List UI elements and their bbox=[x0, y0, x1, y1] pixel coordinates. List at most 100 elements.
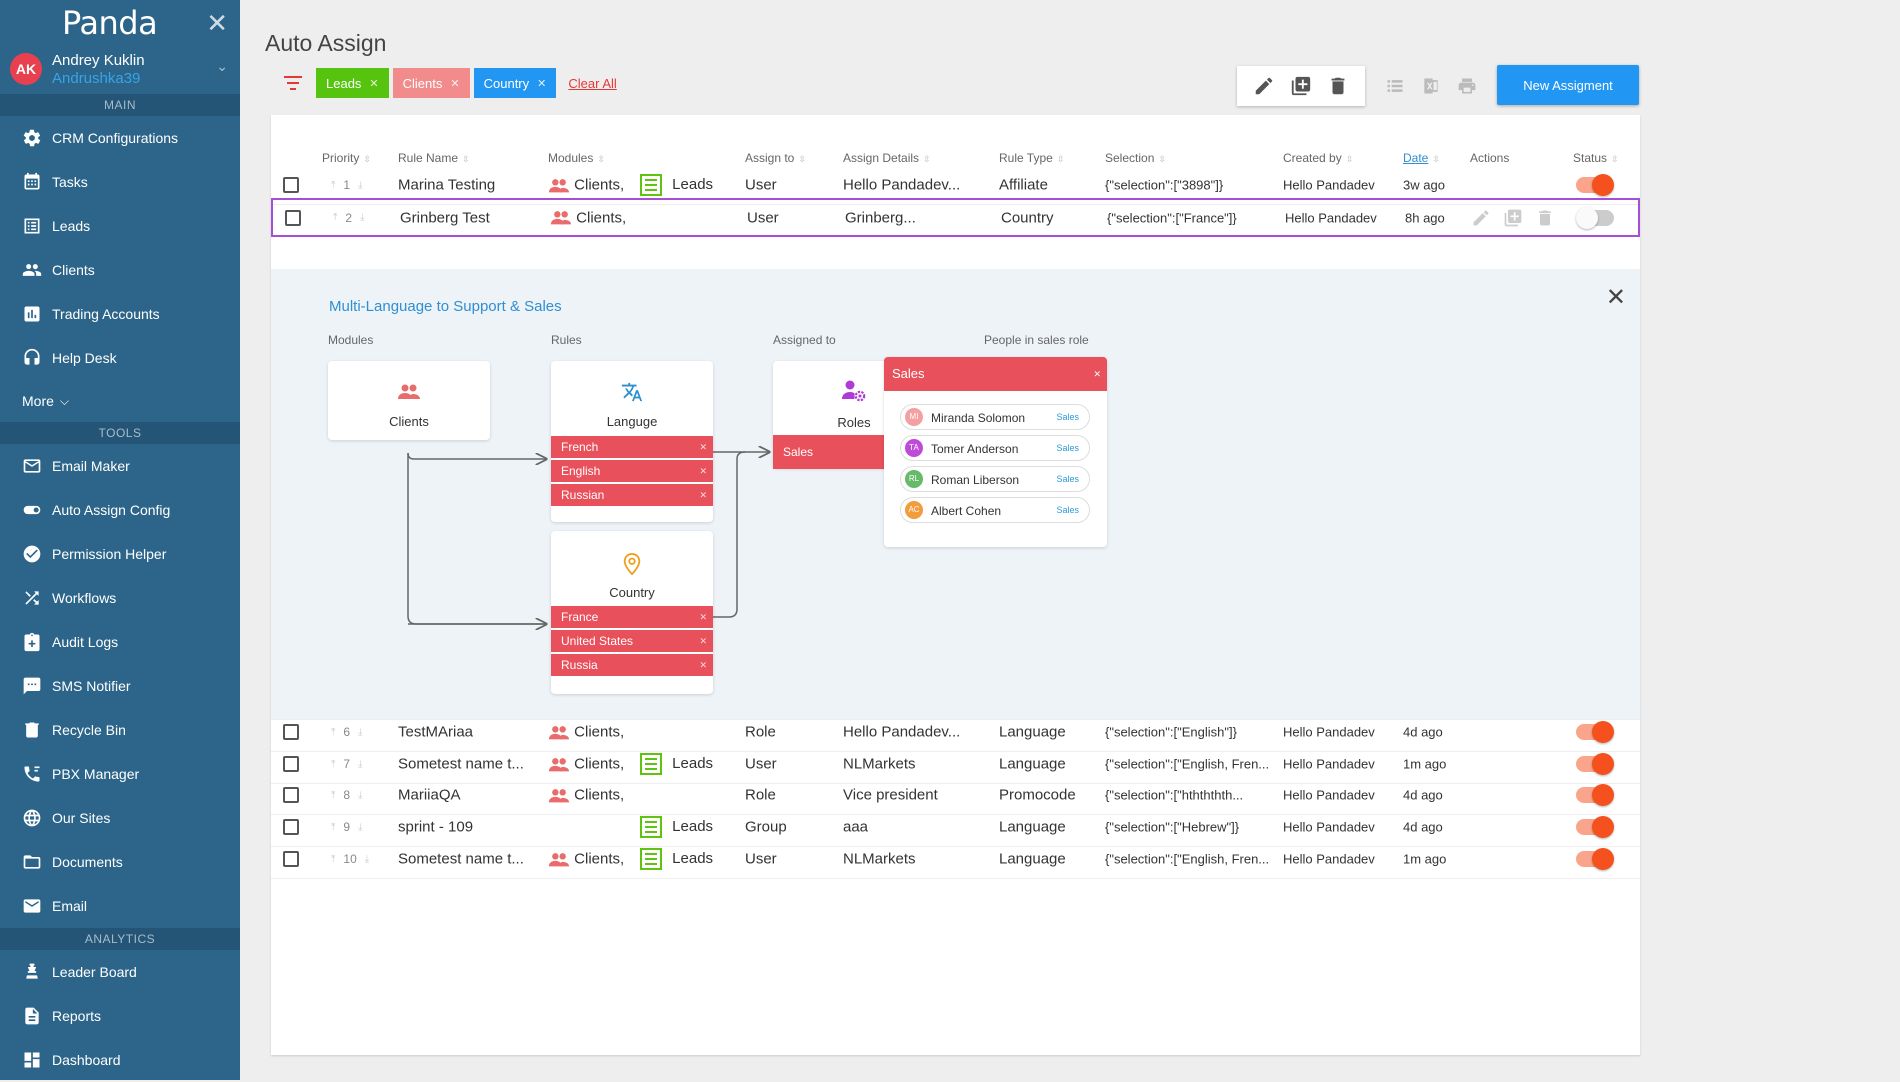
sales-person[interactable]: RL Roman Liberson Sales bbox=[900, 466, 1090, 492]
remove-icon[interactable]: ✕ bbox=[537, 77, 547, 90]
header-status[interactable]: Status ⇳ bbox=[1573, 151, 1619, 165]
print-icon[interactable] bbox=[1457, 76, 1477, 96]
sidebar-item-our-sites[interactable]: Our Sites bbox=[0, 796, 240, 840]
table-row[interactable]: ⤒ 7 ⤓ Sometest name t... Clients, Leads User… bbox=[271, 745, 1640, 784]
filter-chip-country[interactable]: Country ✕ bbox=[473, 68, 557, 98]
remove-icon[interactable]: ✕ bbox=[699, 636, 707, 646]
sidebar-item-trading-accounts[interactable]: Trading Accounts bbox=[0, 292, 240, 336]
header-assign-details[interactable]: Assign Details ⇳ bbox=[843, 151, 931, 165]
move-down-icon[interactable]: ⤓ bbox=[358, 179, 363, 191]
sidebar-item-audit-logs[interactable]: Audit Logs bbox=[0, 620, 240, 664]
header-created-by[interactable]: Created by ⇳ bbox=[1283, 151, 1354, 165]
filter-chip-clients[interactable]: Clients ✕ bbox=[392, 68, 470, 98]
sidebar-item-help-desk[interactable]: Help Desk bbox=[0, 336, 240, 380]
status-toggle[interactable] bbox=[1576, 816, 1614, 838]
header-assign-to[interactable]: Assign to ⇳ bbox=[745, 151, 806, 165]
row-checkbox[interactable] bbox=[283, 756, 299, 772]
sidebar-item-workflows[interactable]: Workflows bbox=[0, 576, 240, 620]
remove-icon[interactable]: ✕ bbox=[699, 490, 707, 500]
move-up-icon[interactable]: ⤒ bbox=[331, 789, 336, 801]
move-down-icon[interactable]: ⤓ bbox=[358, 789, 363, 801]
row-checkbox[interactable] bbox=[283, 177, 299, 193]
sidebar-item-dashboard[interactable]: Dashboard bbox=[0, 1038, 240, 1082]
sidebar-item-permission-helper[interactable]: Permission Helper bbox=[0, 532, 240, 576]
row-checkbox[interactable] bbox=[283, 724, 299, 740]
row-checkbox[interactable] bbox=[285, 209, 301, 226]
table-row[interactable]: ⤒ 8 ⤓ MariiaQA Clients, Role Vice president Pr… bbox=[271, 776, 1640, 815]
sidebar-item-leader-board[interactable]: Leader Board bbox=[0, 950, 240, 994]
sales-person[interactable]: MI Miranda Solomon Sales bbox=[900, 404, 1090, 430]
remove-icon[interactable]: ✕ bbox=[699, 660, 707, 670]
remove-icon[interactable]: ✕ bbox=[699, 442, 707, 452]
remove-icon[interactable]: ✕ bbox=[369, 77, 379, 90]
move-down-icon[interactable]: ⤓ bbox=[364, 853, 370, 865]
sidebar-item-tasks[interactable]: Tasks bbox=[0, 160, 240, 204]
move-down-icon[interactable]: ⤓ bbox=[358, 821, 363, 833]
move-up-icon[interactable]: ⤒ bbox=[333, 212, 338, 223]
rule-box-country[interactable]: Country France ✕ United States ✕ Russia ✕ bbox=[551, 531, 713, 694]
header-modules[interactable]: Modules ⇳ bbox=[548, 151, 605, 165]
excel-icon[interactable] bbox=[1421, 76, 1441, 96]
sidebar-item-recycle-bin[interactable]: Recycle Bin bbox=[0, 708, 240, 752]
move-down-icon[interactable]: ⤓ bbox=[358, 726, 363, 738]
delete-icon[interactable] bbox=[1535, 208, 1555, 228]
remove-icon[interactable]: ✕ bbox=[699, 612, 707, 622]
table-row[interactable]: ⤒ 6 ⤓ TestMAriaa Clients, Role Hello Pandadev… bbox=[271, 713, 1640, 752]
row-checkbox[interactable] bbox=[283, 851, 299, 867]
edit-icon[interactable] bbox=[1471, 208, 1491, 228]
sales-person[interactable]: AC Albert Cohen Sales bbox=[900, 497, 1090, 523]
close-icon[interactable]: ✕ bbox=[1605, 284, 1626, 311]
rule-tag[interactable]: United States ✕ bbox=[551, 630, 713, 652]
filter-chip-leads[interactable]: Leads ✕ bbox=[316, 68, 389, 98]
sidebar-item-crm-configurations[interactable]: CRM Configurations bbox=[0, 116, 240, 160]
remove-icon[interactable]: ✕ bbox=[1093, 369, 1101, 379]
clear-all-link[interactable]: Clear All bbox=[568, 75, 617, 91]
header-date[interactable]: Date ⇳ bbox=[1403, 151, 1440, 165]
list-view-icon[interactable] bbox=[1385, 76, 1405, 96]
sidebar-item-email-maker[interactable]: Email Maker bbox=[0, 444, 240, 488]
status-toggle[interactable] bbox=[1576, 721, 1614, 743]
rule-tag[interactable]: Russian ✕ bbox=[551, 484, 713, 506]
status-toggle[interactable] bbox=[1576, 174, 1614, 196]
header-priority[interactable]: Priority ⇳ bbox=[322, 151, 371, 165]
sidebar-item-reports[interactable]: Reports bbox=[0, 994, 240, 1038]
duplicate-icon[interactable] bbox=[1290, 75, 1312, 97]
sidebar-item-sms-notifier[interactable]: SMS Notifier bbox=[0, 664, 240, 708]
user-profile[interactable]: AK Andrey Kuklin Andrushka39 ⌄ bbox=[0, 42, 240, 94]
rule-tag[interactable]: French ✕ bbox=[551, 436, 713, 458]
chevron-down-icon[interactable]: ⌄ bbox=[216, 58, 228, 74]
remove-icon[interactable]: ✕ bbox=[699, 466, 707, 476]
table-row[interactable]: ⤒ 9 ⤓ sprint - 109 Leads Group aaa Language {"s… bbox=[271, 808, 1640, 847]
status-toggle[interactable] bbox=[1576, 848, 1614, 870]
sidebar-item-documents[interactable]: Documents bbox=[0, 840, 240, 884]
sidebar-item-pbx-manager[interactable]: PBX Manager bbox=[0, 752, 240, 796]
move-up-icon[interactable]: ⤒ bbox=[331, 179, 336, 191]
filter-icon[interactable] bbox=[282, 73, 304, 93]
delete-icon[interactable] bbox=[1327, 75, 1349, 97]
header-rule-type[interactable]: Rule Type ⇳ bbox=[999, 151, 1065, 165]
move-up-icon[interactable]: ⤒ bbox=[331, 758, 336, 770]
close-icon[interactable]: ✕ bbox=[206, 8, 228, 38]
sidebar-item-auto-assign-config[interactable]: Auto Assign Config bbox=[0, 488, 240, 532]
move-up-icon[interactable]: ⤒ bbox=[331, 821, 336, 833]
rule-box-language[interactable]: Languge French ✕ English ✕ Russian ✕ bbox=[551, 361, 713, 522]
new-assignment-button[interactable]: New Assigment bbox=[1497, 65, 1639, 105]
row-checkbox[interactable] bbox=[283, 819, 299, 835]
sidebar-item-email[interactable]: Email bbox=[0, 884, 240, 928]
remove-icon[interactable]: ✕ bbox=[450, 77, 460, 90]
sidebar-item-clients[interactable]: Clients bbox=[0, 248, 240, 292]
header-selection[interactable]: Selection ⇳ bbox=[1105, 151, 1166, 165]
table-row[interactable]: ⤒ 10 ⤓ Sometest name t... Clients, Leads Use… bbox=[271, 840, 1640, 879]
table-row[interactable]: ⤒ 1 ⤓ Marina Testing Clients, Leads User Hell… bbox=[271, 166, 1640, 205]
move-down-icon[interactable]: ⤓ bbox=[360, 212, 365, 223]
status-toggle[interactable] bbox=[1576, 753, 1614, 775]
status-toggle[interactable] bbox=[1576, 206, 1614, 229]
sidebar-item-leads[interactable]: Leads bbox=[0, 204, 240, 248]
move-up-icon[interactable]: ⤒ bbox=[331, 726, 336, 738]
row-checkbox[interactable] bbox=[283, 787, 299, 803]
edit-icon[interactable] bbox=[1253, 75, 1275, 97]
sidebar-more[interactable]: More ⌵ bbox=[0, 380, 240, 422]
sales-person[interactable]: TA Tomer Anderson Sales bbox=[900, 435, 1090, 461]
table-row[interactable]: ⤒ 2 ⤓ Grinberg Test Clients, User Grinberg...… bbox=[271, 198, 1640, 237]
duplicate-icon[interactable] bbox=[1503, 208, 1523, 228]
